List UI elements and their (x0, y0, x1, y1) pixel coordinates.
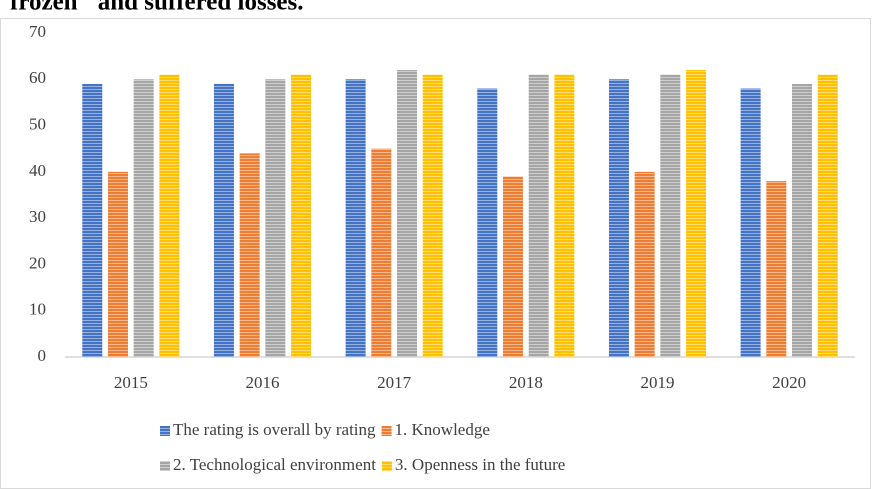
bar (345, 79, 366, 358)
y-tick-label: 0 (38, 346, 47, 365)
caption: frozen" and suffered losses. (10, 0, 304, 16)
bar (397, 70, 418, 358)
bar (740, 88, 761, 358)
bar (634, 171, 655, 357)
legend-label: The rating is overall by rating (173, 420, 376, 439)
bar (554, 74, 575, 358)
bar (502, 176, 523, 357)
legend-swatch (381, 461, 392, 471)
bar (766, 181, 787, 357)
x-tick-label: 2019 (641, 373, 675, 392)
bar (528, 74, 549, 358)
bar (371, 148, 392, 357)
legend-swatch (160, 426, 170, 436)
x-tick-label: 2018 (509, 373, 543, 392)
legend-label: 3. Openness in the future (395, 455, 565, 474)
bar (660, 74, 681, 358)
legend-label: 2. Technological environment (173, 455, 376, 474)
bar (422, 74, 443, 358)
legend-swatch (160, 461, 170, 471)
y-tick-label: 70 (29, 22, 46, 41)
y-tick-label: 60 (29, 68, 46, 87)
bar (291, 74, 312, 358)
bar (133, 79, 154, 358)
y-tick-label: 40 (29, 161, 46, 180)
bar (686, 70, 707, 358)
bar (159, 74, 180, 358)
bar (239, 153, 260, 357)
bar (792, 83, 813, 358)
bar (608, 79, 629, 358)
bar (82, 83, 103, 358)
bar (817, 74, 838, 358)
legend-label: 1. Knowledge (395, 420, 490, 439)
y-tick-label: 30 (29, 207, 46, 226)
bar (265, 79, 286, 358)
y-tick-label: 20 (29, 253, 46, 272)
y-tick-label: 10 (29, 300, 46, 319)
bar (477, 88, 498, 358)
y-tick-label: 50 (29, 114, 46, 133)
x-tick-label: 2017 (377, 373, 412, 392)
bar (107, 171, 128, 357)
x-tick-label: 2020 (772, 373, 806, 392)
bar (213, 83, 234, 358)
x-tick-label: 2015 (114, 373, 148, 392)
legend-swatch (381, 426, 392, 436)
x-tick-label: 2016 (246, 373, 280, 392)
